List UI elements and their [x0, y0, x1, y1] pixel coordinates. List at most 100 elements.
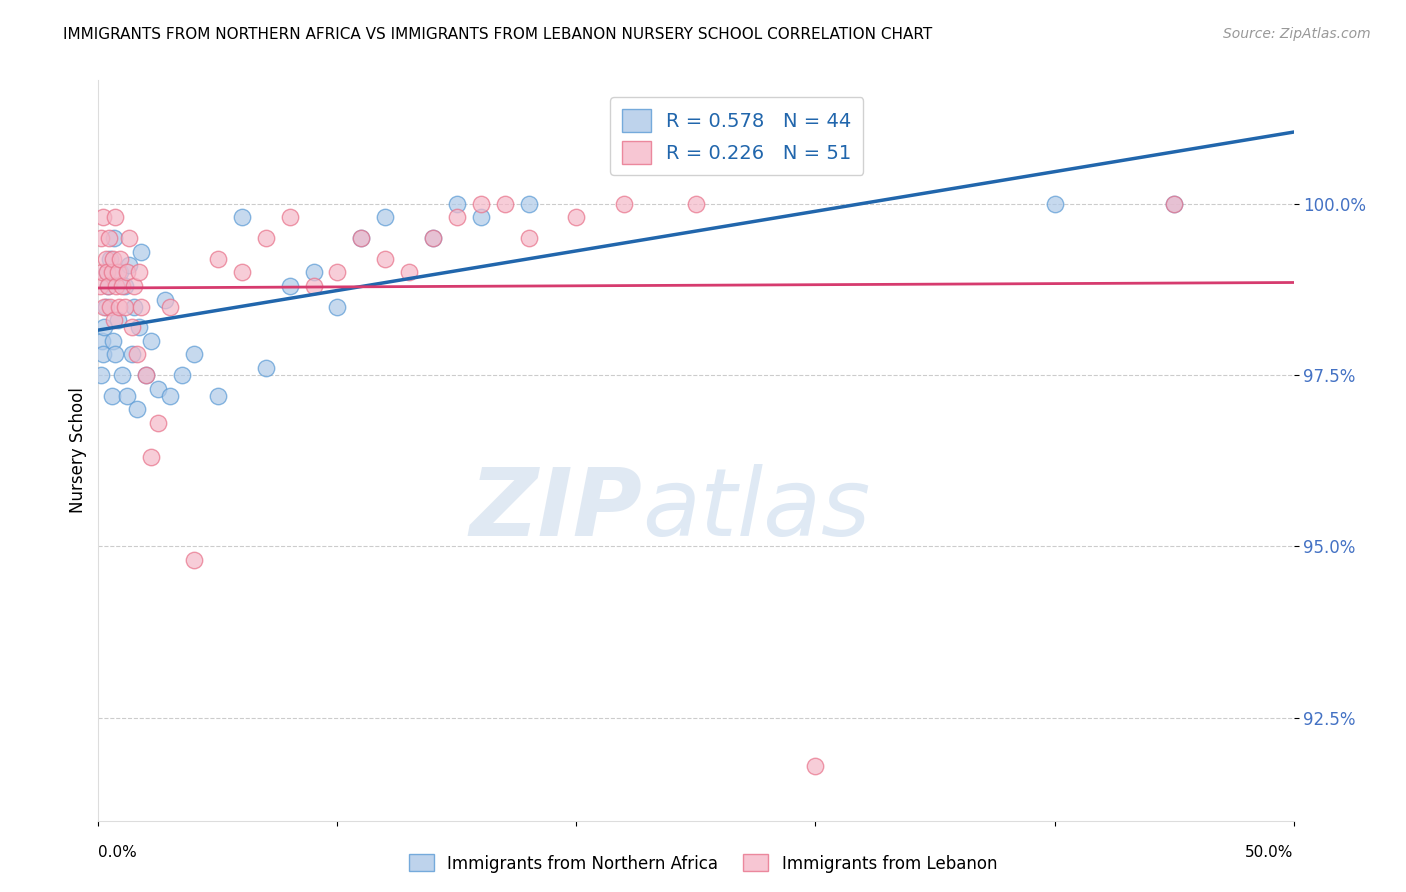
Point — [94, 300, 117, 314]
Point — [108, 252, 131, 266]
Point — [118, 231, 141, 245]
Text: IMMIGRANTS FROM NORTHERN AFRICA VS IMMIGRANTS FROM LEBANON NURSERY SCHOOL CORREL: IMMIGRANTS FROM NORTHERN AFRICA VS IMMIG… — [63, 27, 932, 42]
Point — [107, 300, 129, 314]
Point — [254, 361, 277, 376]
Legend: Immigrants from Northern Africa, Immigrants from Lebanon: Immigrants from Northern Africa, Immigra… — [402, 847, 1004, 880]
Point — [89, 279, 111, 293]
Point — [104, 211, 127, 225]
Point — [121, 347, 143, 361]
Point — [91, 265, 114, 279]
Point — [107, 313, 129, 327]
Point — [231, 265, 253, 279]
Point — [105, 279, 128, 293]
Point — [804, 759, 827, 773]
Point — [350, 231, 373, 245]
Point — [422, 231, 444, 245]
Point — [114, 300, 136, 314]
Point — [398, 265, 420, 279]
Point — [1163, 196, 1185, 211]
Point — [278, 211, 301, 225]
Text: Source: ZipAtlas.com: Source: ZipAtlas.com — [1223, 27, 1371, 41]
Point — [128, 265, 150, 279]
Point — [1163, 196, 1185, 211]
Point — [278, 279, 301, 293]
Point — [125, 402, 148, 417]
Point — [131, 300, 153, 314]
Y-axis label: Nursery School: Nursery School — [69, 387, 87, 514]
Point — [207, 389, 229, 403]
Point — [254, 231, 277, 245]
Point — [91, 347, 114, 361]
Point — [104, 347, 127, 361]
Text: 0.0%: 0.0% — [98, 845, 138, 860]
Point — [100, 265, 122, 279]
Point — [124, 279, 146, 293]
Point — [93, 300, 115, 314]
Point — [97, 279, 120, 293]
Text: atlas: atlas — [643, 464, 870, 555]
Point — [231, 211, 253, 225]
Point — [183, 553, 205, 567]
Point — [91, 211, 114, 225]
Point — [96, 265, 118, 279]
Point — [90, 231, 112, 245]
Point — [470, 211, 492, 225]
Text: ZIP: ZIP — [470, 464, 643, 556]
Point — [148, 382, 170, 396]
Point — [135, 368, 157, 382]
Point — [96, 265, 118, 279]
Point — [207, 252, 229, 266]
Point — [98, 231, 121, 245]
Point — [446, 211, 468, 225]
Point — [91, 334, 114, 348]
Point — [374, 252, 396, 266]
Point — [103, 231, 125, 245]
Text: 50.0%: 50.0% — [1246, 845, 1294, 860]
Point — [326, 265, 349, 279]
Point — [101, 334, 124, 348]
Point — [111, 368, 134, 382]
Point — [374, 211, 396, 225]
Point — [98, 300, 122, 314]
Point — [470, 196, 492, 211]
Point — [115, 265, 138, 279]
Point — [125, 347, 148, 361]
Point — [565, 211, 588, 225]
Point — [302, 279, 325, 293]
Point — [494, 196, 516, 211]
Point — [517, 196, 540, 211]
Point — [302, 265, 325, 279]
Point — [517, 231, 540, 245]
Point — [685, 196, 707, 211]
Point — [121, 320, 143, 334]
Point — [103, 313, 125, 327]
Point — [93, 320, 115, 334]
Point — [100, 389, 122, 403]
Point — [139, 334, 162, 348]
Point — [98, 252, 122, 266]
Point — [128, 320, 150, 334]
Point — [172, 368, 194, 382]
Point — [159, 300, 181, 314]
Point — [118, 259, 141, 273]
Point — [326, 300, 349, 314]
Point — [124, 300, 146, 314]
Point — [114, 279, 136, 293]
Point — [131, 244, 153, 259]
Point — [101, 252, 124, 266]
Legend: R = 0.578   N = 44, R = 0.226   N = 51: R = 0.578 N = 44, R = 0.226 N = 51 — [610, 97, 863, 176]
Point — [1043, 196, 1066, 211]
Point — [139, 450, 162, 465]
Point — [422, 231, 444, 245]
Point — [94, 252, 117, 266]
Point — [183, 347, 205, 361]
Point — [107, 265, 129, 279]
Point — [446, 196, 468, 211]
Point — [613, 196, 636, 211]
Point — [350, 231, 373, 245]
Point — [115, 389, 138, 403]
Point — [111, 279, 134, 293]
Point — [155, 293, 177, 307]
Point — [90, 368, 112, 382]
Point — [108, 265, 131, 279]
